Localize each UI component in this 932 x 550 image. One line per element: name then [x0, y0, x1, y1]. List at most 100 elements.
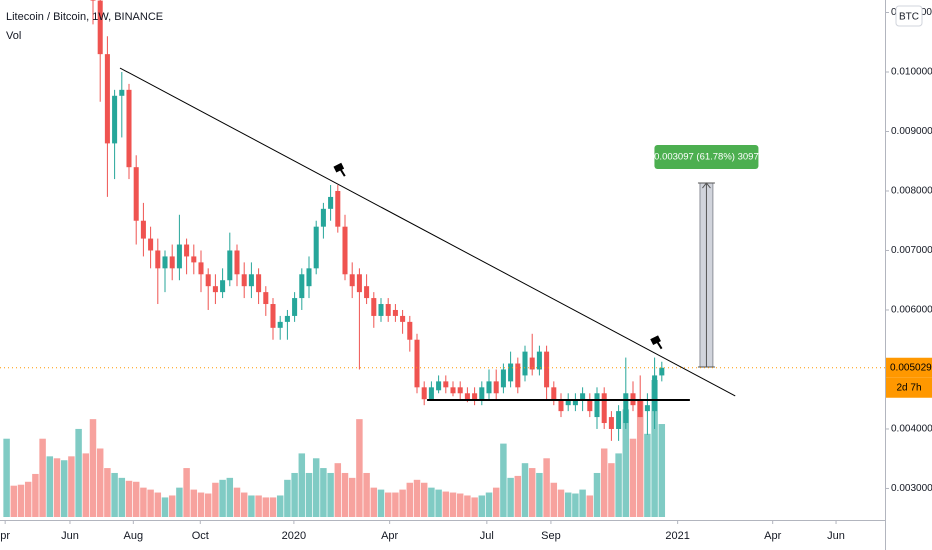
volume-bar — [248, 495, 255, 517]
candle-body — [220, 280, 226, 293]
volume-bar — [212, 482, 219, 517]
candle-body — [90, 0, 96, 1]
x-tick-label: Aug — [124, 530, 144, 542]
candle-body — [594, 393, 600, 418]
candle-body — [580, 393, 586, 400]
volume-bar — [327, 472, 334, 517]
volume-bar — [305, 472, 313, 517]
volume-bar — [140, 487, 147, 517]
candle-body — [277, 321, 283, 328]
volume-bar — [478, 495, 486, 517]
candle-body — [342, 226, 348, 275]
candle-body — [328, 196, 334, 209]
candle-body — [558, 399, 564, 412]
volume-bar — [168, 495, 176, 517]
volume-label: Vol — [6, 30, 21, 42]
volume-bar — [413, 479, 421, 517]
candle-body — [299, 274, 305, 299]
candle-body — [306, 268, 312, 287]
candle-body — [479, 387, 485, 400]
volume-bar — [428, 487, 435, 517]
volume-bar — [449, 492, 457, 517]
candle-body — [536, 351, 542, 370]
candle-body — [421, 387, 427, 400]
volume-bar — [255, 495, 262, 517]
candle-body — [126, 89, 132, 168]
candle-body — [529, 357, 535, 370]
volume-bar — [629, 438, 637, 517]
candle-body — [184, 244, 190, 257]
candle-body — [133, 167, 139, 221]
signal-marker — [650, 335, 663, 350]
volume-bar — [204, 493, 212, 517]
candle-body — [428, 387, 434, 400]
volume-bar — [176, 487, 183, 517]
candle-body — [364, 286, 370, 299]
volume-bar — [636, 399, 644, 517]
volume-bar — [564, 492, 572, 517]
volume-bar — [197, 492, 205, 517]
volume-bar — [348, 477, 356, 517]
volume-bar — [89, 419, 97, 517]
volume-bar — [334, 463, 342, 517]
candle-body — [608, 417, 614, 429]
candle-body — [486, 381, 492, 394]
candle-body — [234, 250, 240, 275]
volume-bar — [3, 438, 10, 517]
candle-body — [551, 387, 557, 400]
candle-body — [565, 399, 571, 406]
candle-body — [313, 226, 319, 269]
volume-bar — [68, 456, 75, 517]
volume-bar — [500, 443, 507, 517]
candle-body — [112, 95, 118, 144]
candle-body — [97, 0, 103, 55]
y-tick-label: 0.007000 — [891, 245, 932, 256]
x-tick-label: 2020 — [282, 530, 306, 542]
candle-body — [500, 369, 506, 388]
volume-bar — [514, 475, 522, 517]
currency-button[interactable] — [895, 5, 923, 27]
volume-bar — [269, 497, 277, 517]
candle-body — [176, 244, 182, 269]
candle-body — [320, 208, 326, 227]
volume-bar — [284, 479, 291, 517]
candle-body — [292, 298, 298, 316]
volume-bar — [492, 487, 500, 517]
volume-bar — [572, 493, 579, 517]
volume-bar — [442, 491, 450, 517]
chart-title: Litecoin / Bitcoin, 1W, BINANCE — [6, 11, 163, 23]
candle-body — [270, 304, 276, 328]
volume-bar — [341, 472, 349, 517]
volume-bar — [521, 463, 529, 517]
x-tick-label: Jun — [827, 530, 845, 542]
volume-bar — [536, 472, 543, 517]
volume-bar — [125, 480, 133, 517]
volume-bar — [276, 495, 284, 517]
candle-body — [572, 399, 578, 406]
candle-body — [205, 274, 211, 287]
candle-body — [522, 351, 528, 376]
volume-bar — [377, 489, 385, 517]
volume-bar — [420, 482, 428, 517]
candle-body — [371, 298, 377, 316]
volume-bar — [183, 468, 190, 517]
volume-bar — [161, 497, 169, 517]
volume-bar — [10, 485, 18, 517]
candle-body — [212, 286, 218, 293]
y-tick-label: 0.006000 — [891, 305, 932, 316]
currency-button-label[interactable]: BTC — [899, 12, 919, 23]
candle-body — [407, 321, 413, 340]
candle-body — [248, 274, 254, 287]
volume-bar — [507, 477, 514, 517]
measure-label-box — [654, 145, 759, 170]
signal-marker — [333, 162, 346, 177]
candle-body — [544, 351, 550, 388]
volume-bar — [485, 492, 493, 517]
y-tick-label: 0.009000 — [891, 126, 932, 137]
volume-bar — [24, 481, 32, 517]
candle-body — [436, 381, 442, 391]
candle-body — [414, 339, 420, 388]
volume-bar — [219, 479, 226, 517]
